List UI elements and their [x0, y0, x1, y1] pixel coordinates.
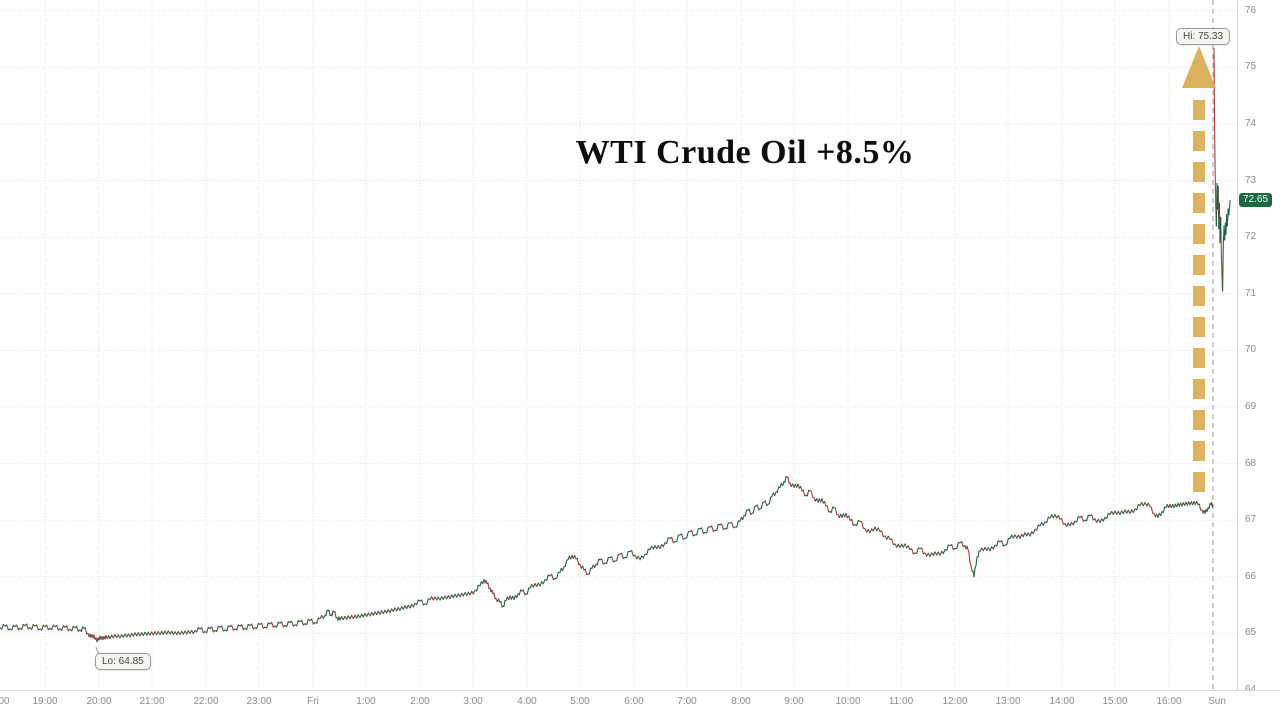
time-axis-label: 2:00 [410, 696, 430, 707]
time-axis-label: 1:00 [356, 696, 376, 707]
lo-price-label: Lo: 64.85 [95, 653, 151, 670]
time-axis-label: 00 [0, 696, 10, 707]
price-axis-label: 64 [1245, 684, 1256, 695]
time-axis-label: 11:00 [888, 696, 914, 707]
time-axis-label: 21:00 [139, 696, 165, 707]
price-axis-label: 71 [1245, 287, 1257, 299]
time-axis-label: 20:00 [86, 696, 112, 707]
time-axis-label: 12:00 [942, 696, 968, 707]
time-axis-label: 3:00 [463, 696, 483, 707]
price-axis[interactable]: 76 75 74 73 72 71 70 69 68 67 66 65 64 [1237, 0, 1280, 695]
time-axis-label: 8:00 [731, 696, 751, 707]
price-axis-label: 66 [1245, 570, 1257, 582]
price-axis-label: 69 [1245, 401, 1257, 412]
price-axis-label: 70 [1245, 344, 1257, 356]
time-axis-label: Sun [1208, 696, 1226, 707]
time-axis-label: 23:00 [246, 696, 272, 707]
price-axis-label: 67 [1245, 514, 1257, 526]
price-axis-label: 73 [1245, 174, 1257, 186]
time-axis-label: 22:00 [193, 696, 219, 707]
time-axis-label: 14:00 [1049, 696, 1075, 707]
last-price-badge: 72.65 [1239, 193, 1273, 208]
time-axis[interactable]: 00 19:00 20:00 21:00 22:00 23:00 Fri 1:00 2:00 3:… [0, 690, 1280, 713]
time-axis-label: Fri [307, 696, 319, 707]
hi-price-label: Hi: 75.33 [1176, 28, 1231, 45]
price-axis-label: 72 [1245, 231, 1257, 243]
time-axis-label: 19:00 [32, 696, 58, 707]
time-axis-label: 16:00 [1156, 696, 1182, 707]
price-axis-label: 65 [1245, 627, 1257, 639]
time-axis-label: 13:00 [995, 696, 1021, 707]
time-axis-label: 9:00 [784, 696, 804, 707]
time-axis-label: 7:00 [677, 696, 697, 707]
time-axis-label: 15:00 [1102, 696, 1128, 707]
time-axis-label: 4:00 [517, 696, 537, 707]
price-axis-label: 75 [1245, 61, 1257, 73]
time-axis-label: 6:00 [624, 696, 644, 707]
price-axis-label: 68 [1245, 457, 1257, 469]
time-axis-label: 10:00 [835, 696, 861, 707]
up-arrow-annotation[interactable] [1180, 40, 1220, 500]
price-axis-label: 74 [1245, 118, 1257, 129]
time-axis-label: 5:00 [570, 696, 590, 707]
price-axis-label: 76 [1245, 4, 1257, 16]
